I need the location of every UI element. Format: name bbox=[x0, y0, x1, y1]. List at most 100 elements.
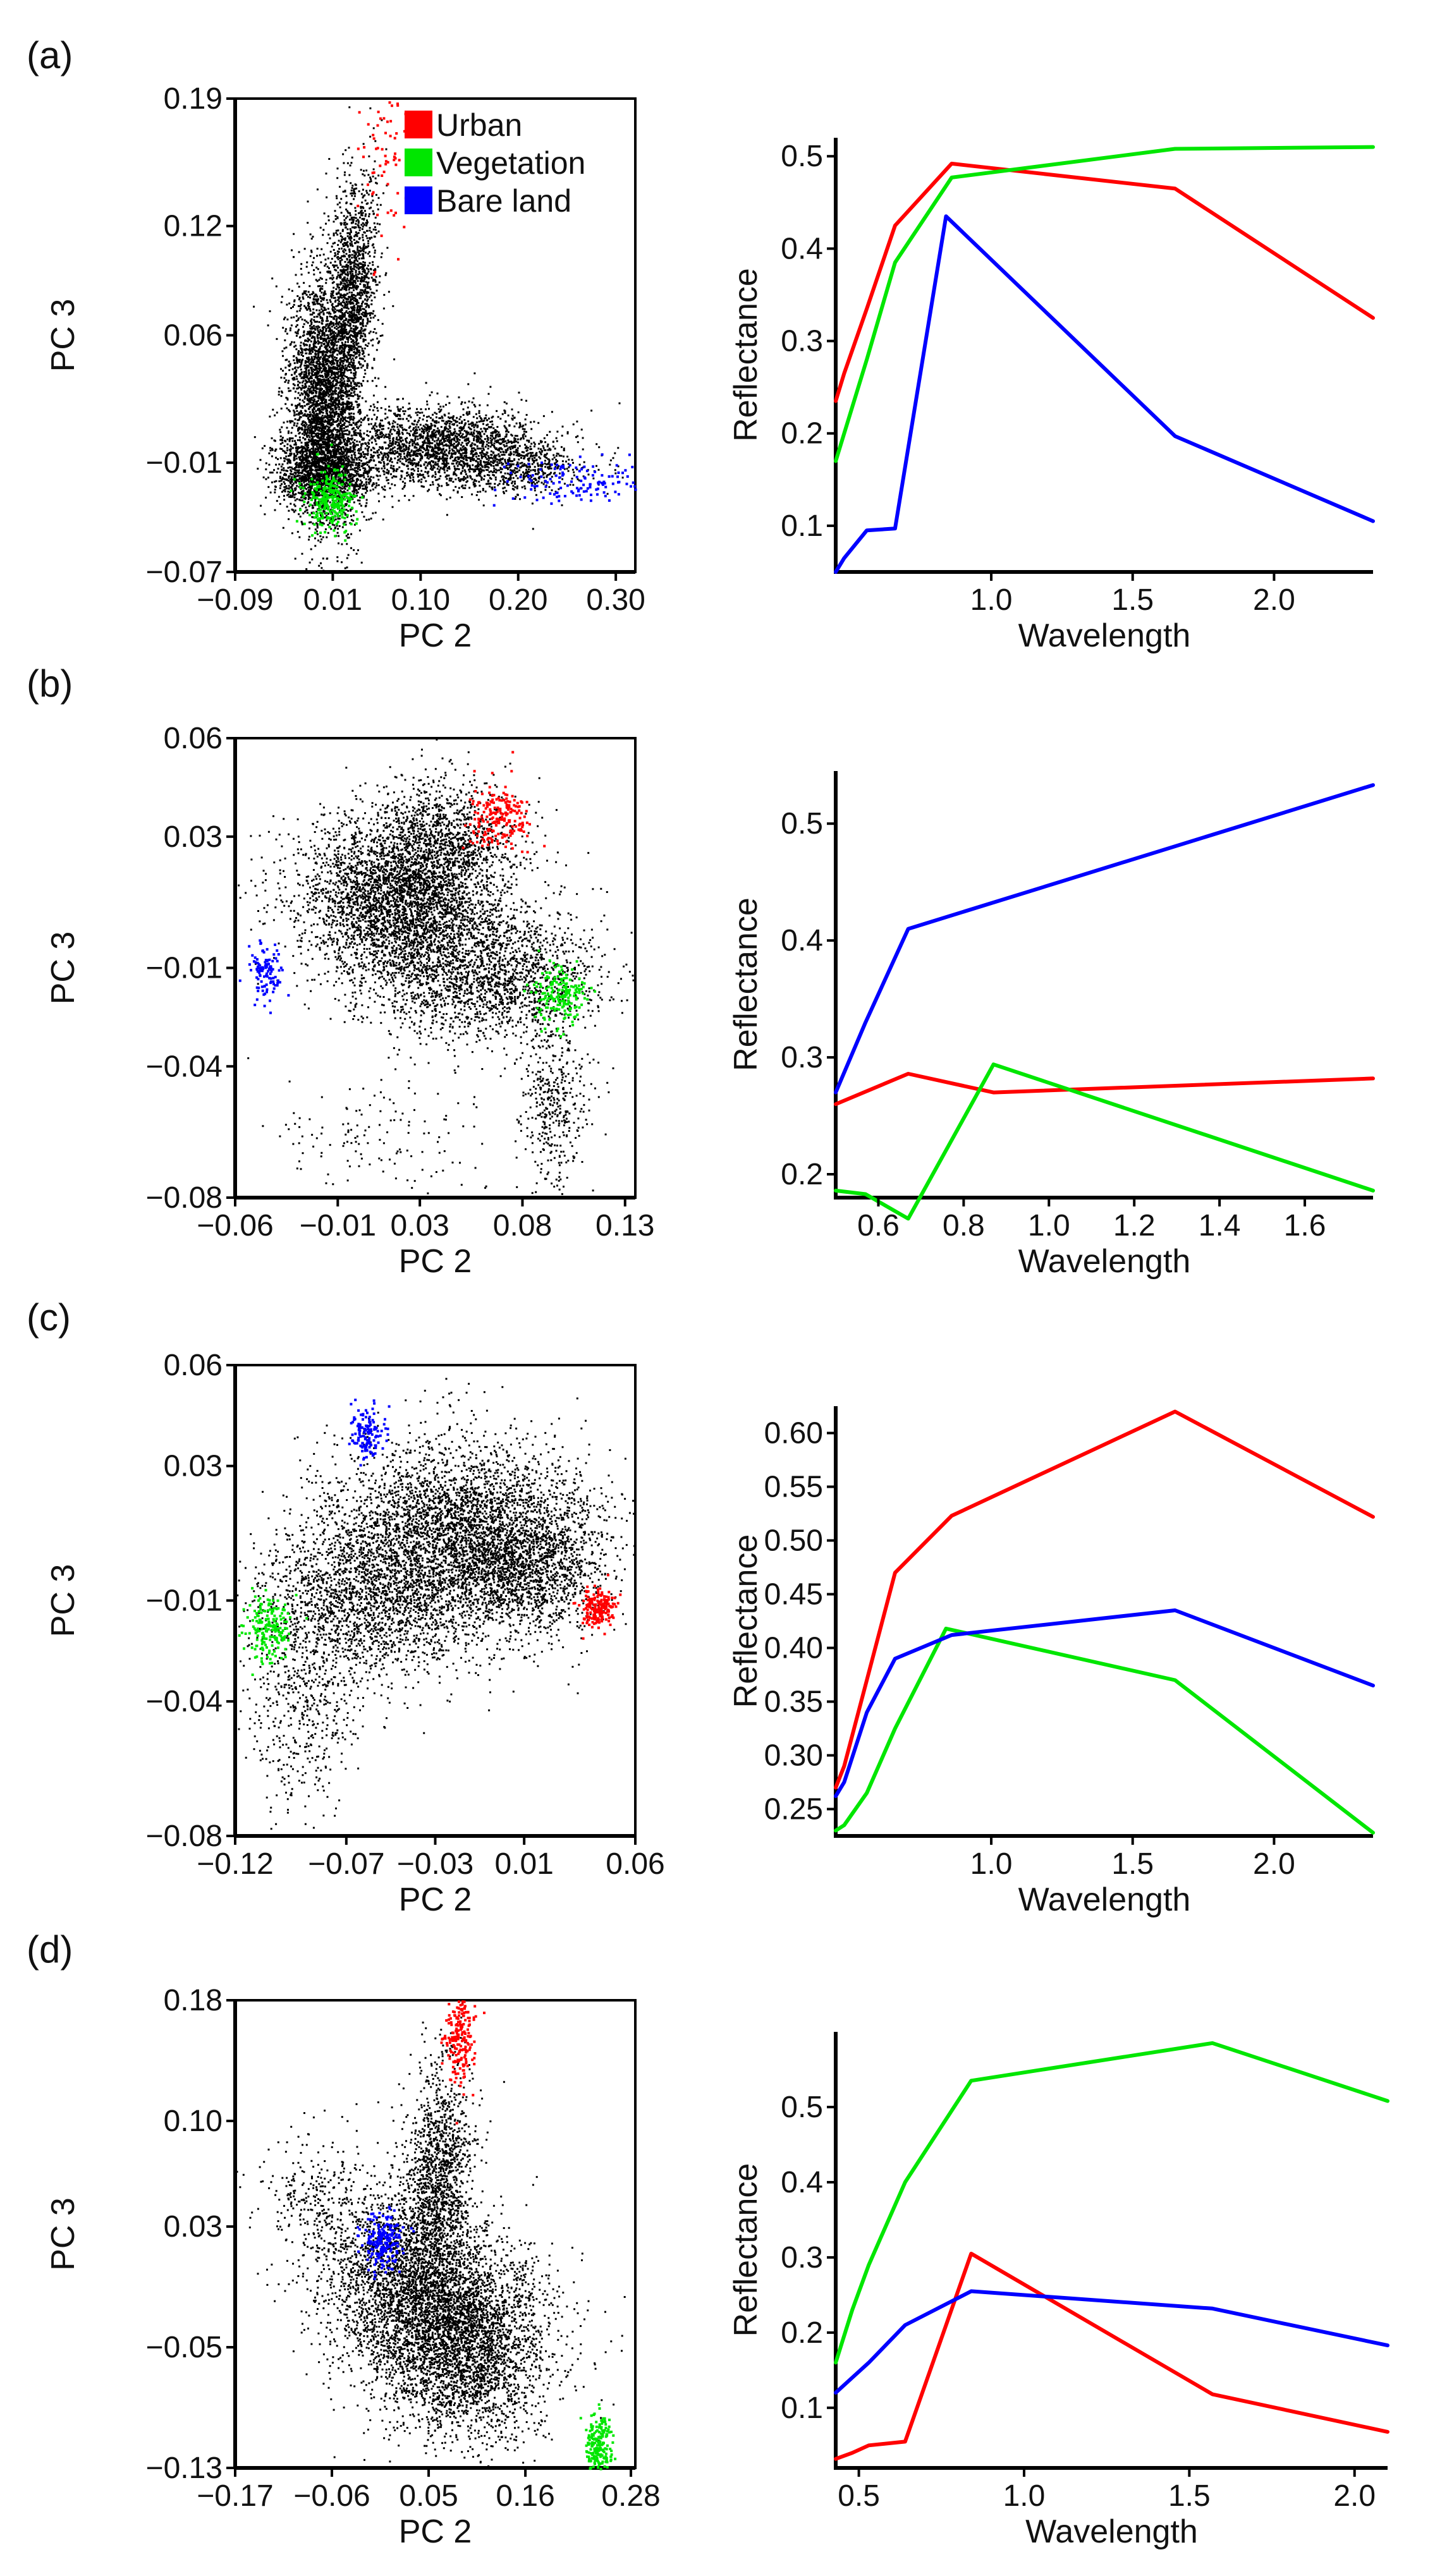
cluster-urban bbox=[357, 101, 424, 276]
y-tick-label: 0.5 bbox=[781, 140, 823, 173]
x-tick-label: 1.5 bbox=[1168, 2479, 1211, 2513]
x-tick-label: 0.8 bbox=[943, 1209, 985, 1242]
y-tick-label: 0.06 bbox=[164, 319, 223, 353]
series-line-urban bbox=[834, 2251, 1389, 2461]
x-axis-title: Wavelength bbox=[1018, 617, 1191, 654]
x-axis-title: Wavelength bbox=[1025, 2513, 1198, 2550]
series-line-vegetation bbox=[834, 2041, 1389, 2365]
scatter-panel-a: (a) −0.09 0.01 0.10 0.20 0.30 −0.07 −0.01 0.06 0.… bbox=[27, 34, 645, 654]
x-tick-label: 0.20 bbox=[489, 583, 547, 617]
y-tick-label: 0.2 bbox=[781, 2316, 823, 2350]
y-tick-label: 0.2 bbox=[781, 1158, 823, 1191]
y-axis-title: PC 3 bbox=[45, 299, 82, 372]
panel-letter: (d) bbox=[27, 1928, 73, 1971]
x-tick-label: 0.6 bbox=[857, 1209, 900, 1242]
y-tick-label: 0.03 bbox=[164, 1450, 223, 1483]
y-tick-label: −0.08 bbox=[146, 1820, 223, 1853]
x-axis-title: Wavelength bbox=[1018, 1881, 1191, 1918]
y-axis-title: Reflectance bbox=[728, 897, 764, 1071]
legend-label: Urban bbox=[436, 107, 522, 143]
cluster-urban bbox=[440, 2000, 485, 2125]
cluster-vegetation bbox=[579, 2403, 617, 2470]
y-tick-label: 0.03 bbox=[164, 820, 223, 854]
series-line-urban bbox=[834, 1072, 1375, 1107]
y-tick-label: 0.55 bbox=[764, 1471, 823, 1504]
x-tick-label: 1.0 bbox=[970, 1847, 1013, 1881]
series-line-bare-land bbox=[834, 783, 1375, 1095]
panel-letter: (b) bbox=[27, 662, 73, 705]
y-tick-label: 0.06 bbox=[164, 722, 223, 755]
legend-swatch-urban bbox=[405, 111, 432, 138]
y-tick-label: 0.40 bbox=[764, 1632, 823, 1665]
x-tick-label: 1.6 bbox=[1284, 1209, 1326, 1242]
y-axis-title: Reflectance bbox=[728, 268, 764, 442]
x-tick-label: −0.07 bbox=[308, 1847, 384, 1881]
y-tick-label: 0.35 bbox=[764, 1686, 823, 1719]
background-pixels bbox=[253, 106, 624, 572]
y-tick-label: −0.04 bbox=[146, 1685, 223, 1718]
spectrum-panel-c: 1.0 1.5 2.0 0.25 0.30 0.35 0.40 0.45 0.50 0.55 0.6… bbox=[728, 1406, 1375, 1918]
y-tick-label: 0.12 bbox=[164, 210, 223, 243]
y-axis-title: PC 3 bbox=[45, 2197, 82, 2271]
y-tick-label: 0.5 bbox=[781, 2091, 823, 2124]
x-tick-label: 0.01 bbox=[494, 1847, 553, 1881]
x-tick-label: 0.13 bbox=[595, 1209, 654, 1242]
x-tick-label: 0.16 bbox=[496, 2479, 554, 2513]
panel-letter: (a) bbox=[27, 34, 73, 76]
x-axis-title: Wavelength bbox=[1018, 1243, 1191, 1280]
series-line-vegetation bbox=[834, 1626, 1375, 1835]
x-tick-label: 2.0 bbox=[1253, 583, 1295, 617]
y-tick-label: −0.01 bbox=[146, 446, 223, 480]
y-tick-label: 0.5 bbox=[781, 807, 823, 841]
y-tick-label: −0.13 bbox=[146, 2451, 223, 2485]
y-tick-label: −0.04 bbox=[146, 1050, 223, 1083]
spectrum-panel-d: 0.5 1.0 1.5 2.0 0.1 0.2 0.3 0.4 0.5 Wavelength Ref… bbox=[728, 2032, 1389, 2550]
y-tick-label: 0.25 bbox=[764, 1793, 823, 1826]
y-tick-label: 0.03 bbox=[164, 2210, 223, 2244]
spectrum-panel-a: 1.0 1.5 2.0 0.1 0.2 0.3 0.4 0.5 Wavelength Reflec… bbox=[728, 138, 1375, 654]
x-tick-label: 0.28 bbox=[601, 2479, 660, 2513]
x-tick-label: 0.30 bbox=[586, 583, 645, 617]
legend-swatch-bare-land bbox=[405, 186, 432, 214]
y-tick-label: 0.18 bbox=[164, 1984, 223, 2017]
x-tick-label: 0.05 bbox=[399, 2479, 458, 2513]
x-tick-label: 1.5 bbox=[1111, 583, 1154, 617]
y-tick-label: 0.2 bbox=[781, 417, 823, 451]
series-line-vegetation bbox=[834, 1062, 1375, 1221]
scatter-panel-d: (d) −0.17 −0.06 0.05 0.16 0.28 −0.13 −0.05 0.03 0… bbox=[27, 1928, 661, 2550]
series-line-urban bbox=[834, 1409, 1375, 1790]
y-tick-label: −0.05 bbox=[146, 2331, 223, 2364]
y-tick-label: 0.1 bbox=[781, 2391, 823, 2425]
background-pixels bbox=[236, 2002, 626, 2470]
y-tick-label: −0.07 bbox=[146, 556, 223, 589]
y-tick-label: 0.60 bbox=[764, 1417, 823, 1450]
x-tick-label: −0.01 bbox=[300, 1209, 376, 1242]
y-tick-label: 0.19 bbox=[164, 82, 223, 116]
y-tick-label: 0.30 bbox=[764, 1739, 823, 1773]
x-tick-label: −0.06 bbox=[197, 1209, 273, 1242]
x-tick-label: 2.0 bbox=[1333, 2479, 1376, 2513]
y-tick-label: 0.3 bbox=[781, 2241, 823, 2275]
scatter-panel-c: (c) −0.12 −0.07 −0.03 0.01 0.06 −0.08 −0.04 −0.0… bbox=[27, 1296, 665, 1918]
x-axis-title: PC 2 bbox=[399, 1881, 472, 1918]
y-axis-title: Reflectance bbox=[728, 2163, 764, 2337]
cluster-vegetation bbox=[290, 443, 364, 542]
spectrum-panel-b: 0.6 0.8 1.0 1.2 1.4 1.6 0.2 0.3 0.4 0.5 Wavelength… bbox=[728, 771, 1375, 1280]
y-tick-label: 0.1 bbox=[781, 509, 823, 543]
cluster-bare-land bbox=[356, 2206, 415, 2280]
y-tick-label: 0.3 bbox=[781, 325, 823, 358]
background-pixels bbox=[238, 738, 635, 1199]
x-tick-label: 2.0 bbox=[1253, 1847, 1295, 1881]
x-tick-label: 0.06 bbox=[606, 1847, 664, 1881]
x-tick-label: −0.06 bbox=[293, 2479, 370, 2513]
y-axis-title: Reflectance bbox=[728, 1534, 764, 1708]
cluster-urban bbox=[461, 751, 546, 854]
x-tick-label: −0.12 bbox=[197, 1847, 273, 1881]
y-tick-label: 0.10 bbox=[164, 2105, 223, 2138]
x-tick-label: −0.09 bbox=[197, 583, 273, 617]
x-tick-label: 0.5 bbox=[838, 2479, 880, 2513]
series-line-bare-land bbox=[834, 2289, 1389, 2395]
cluster-vegetation bbox=[523, 949, 597, 1038]
background-pixels bbox=[236, 1378, 636, 1830]
x-axis-title: PC 2 bbox=[399, 1243, 472, 1280]
